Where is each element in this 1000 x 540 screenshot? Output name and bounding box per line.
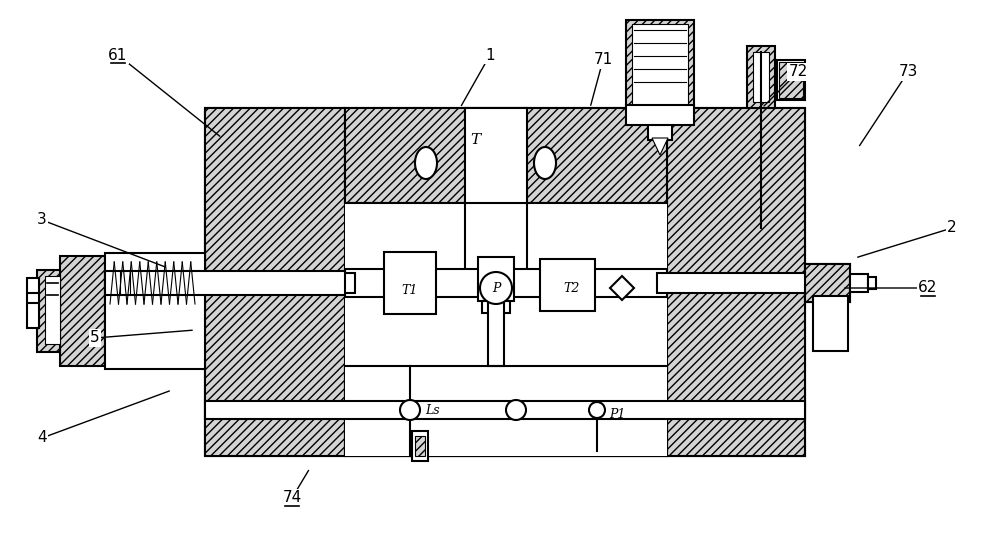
Bar: [345, 108, 667, 203]
Bar: [657, 273, 805, 293]
Ellipse shape: [534, 147, 556, 179]
Text: 61: 61: [108, 48, 128, 63]
Bar: [345, 269, 667, 297]
Bar: [37, 270, 60, 352]
Circle shape: [400, 400, 420, 420]
Bar: [779, 62, 803, 98]
Bar: [205, 108, 805, 456]
Bar: [482, 273, 510, 313]
Bar: [27, 278, 39, 328]
Bar: [105, 271, 345, 295]
Bar: [45, 276, 60, 344]
Text: 74: 74: [282, 490, 302, 505]
Bar: [540, 259, 595, 311]
Bar: [868, 277, 876, 289]
Bar: [667, 108, 805, 456]
Bar: [345, 366, 667, 456]
Bar: [805, 264, 850, 302]
Bar: [488, 302, 504, 366]
Bar: [626, 105, 694, 125]
Text: T1: T1: [402, 285, 418, 298]
Text: T: T: [470, 133, 480, 147]
Bar: [412, 431, 428, 461]
Text: 4: 4: [37, 430, 47, 445]
Ellipse shape: [415, 147, 437, 179]
Bar: [384, 252, 436, 314]
Bar: [345, 366, 667, 456]
Circle shape: [589, 402, 605, 418]
Bar: [632, 24, 688, 106]
Text: 5: 5: [90, 330, 100, 346]
Text: T2: T2: [564, 281, 580, 294]
Bar: [777, 60, 805, 100]
Bar: [747, 46, 775, 108]
Bar: [813, 296, 848, 351]
Bar: [626, 20, 694, 110]
Bar: [205, 401, 805, 419]
Bar: [205, 273, 355, 293]
Text: 62: 62: [918, 280, 938, 295]
Bar: [60, 256, 105, 366]
Bar: [415, 436, 425, 456]
Text: 73: 73: [898, 64, 918, 79]
Text: 72: 72: [788, 64, 808, 79]
Bar: [105, 253, 205, 369]
Bar: [345, 366, 667, 456]
Bar: [205, 108, 345, 456]
Text: P: P: [492, 281, 500, 294]
Bar: [478, 257, 514, 301]
Text: P1: P1: [609, 408, 625, 422]
Polygon shape: [652, 138, 668, 155]
Circle shape: [480, 272, 512, 304]
Text: 2: 2: [947, 220, 957, 235]
Text: Ls: Ls: [425, 403, 440, 416]
Bar: [465, 108, 527, 273]
Circle shape: [506, 400, 526, 420]
Text: 1: 1: [485, 48, 495, 63]
Bar: [805, 264, 850, 302]
Bar: [850, 274, 868, 292]
Text: 71: 71: [593, 52, 613, 68]
Bar: [753, 52, 769, 102]
Polygon shape: [610, 276, 634, 300]
Bar: [345, 203, 667, 366]
Text: 3: 3: [37, 213, 47, 227]
Bar: [648, 110, 672, 140]
Bar: [105, 256, 205, 310]
